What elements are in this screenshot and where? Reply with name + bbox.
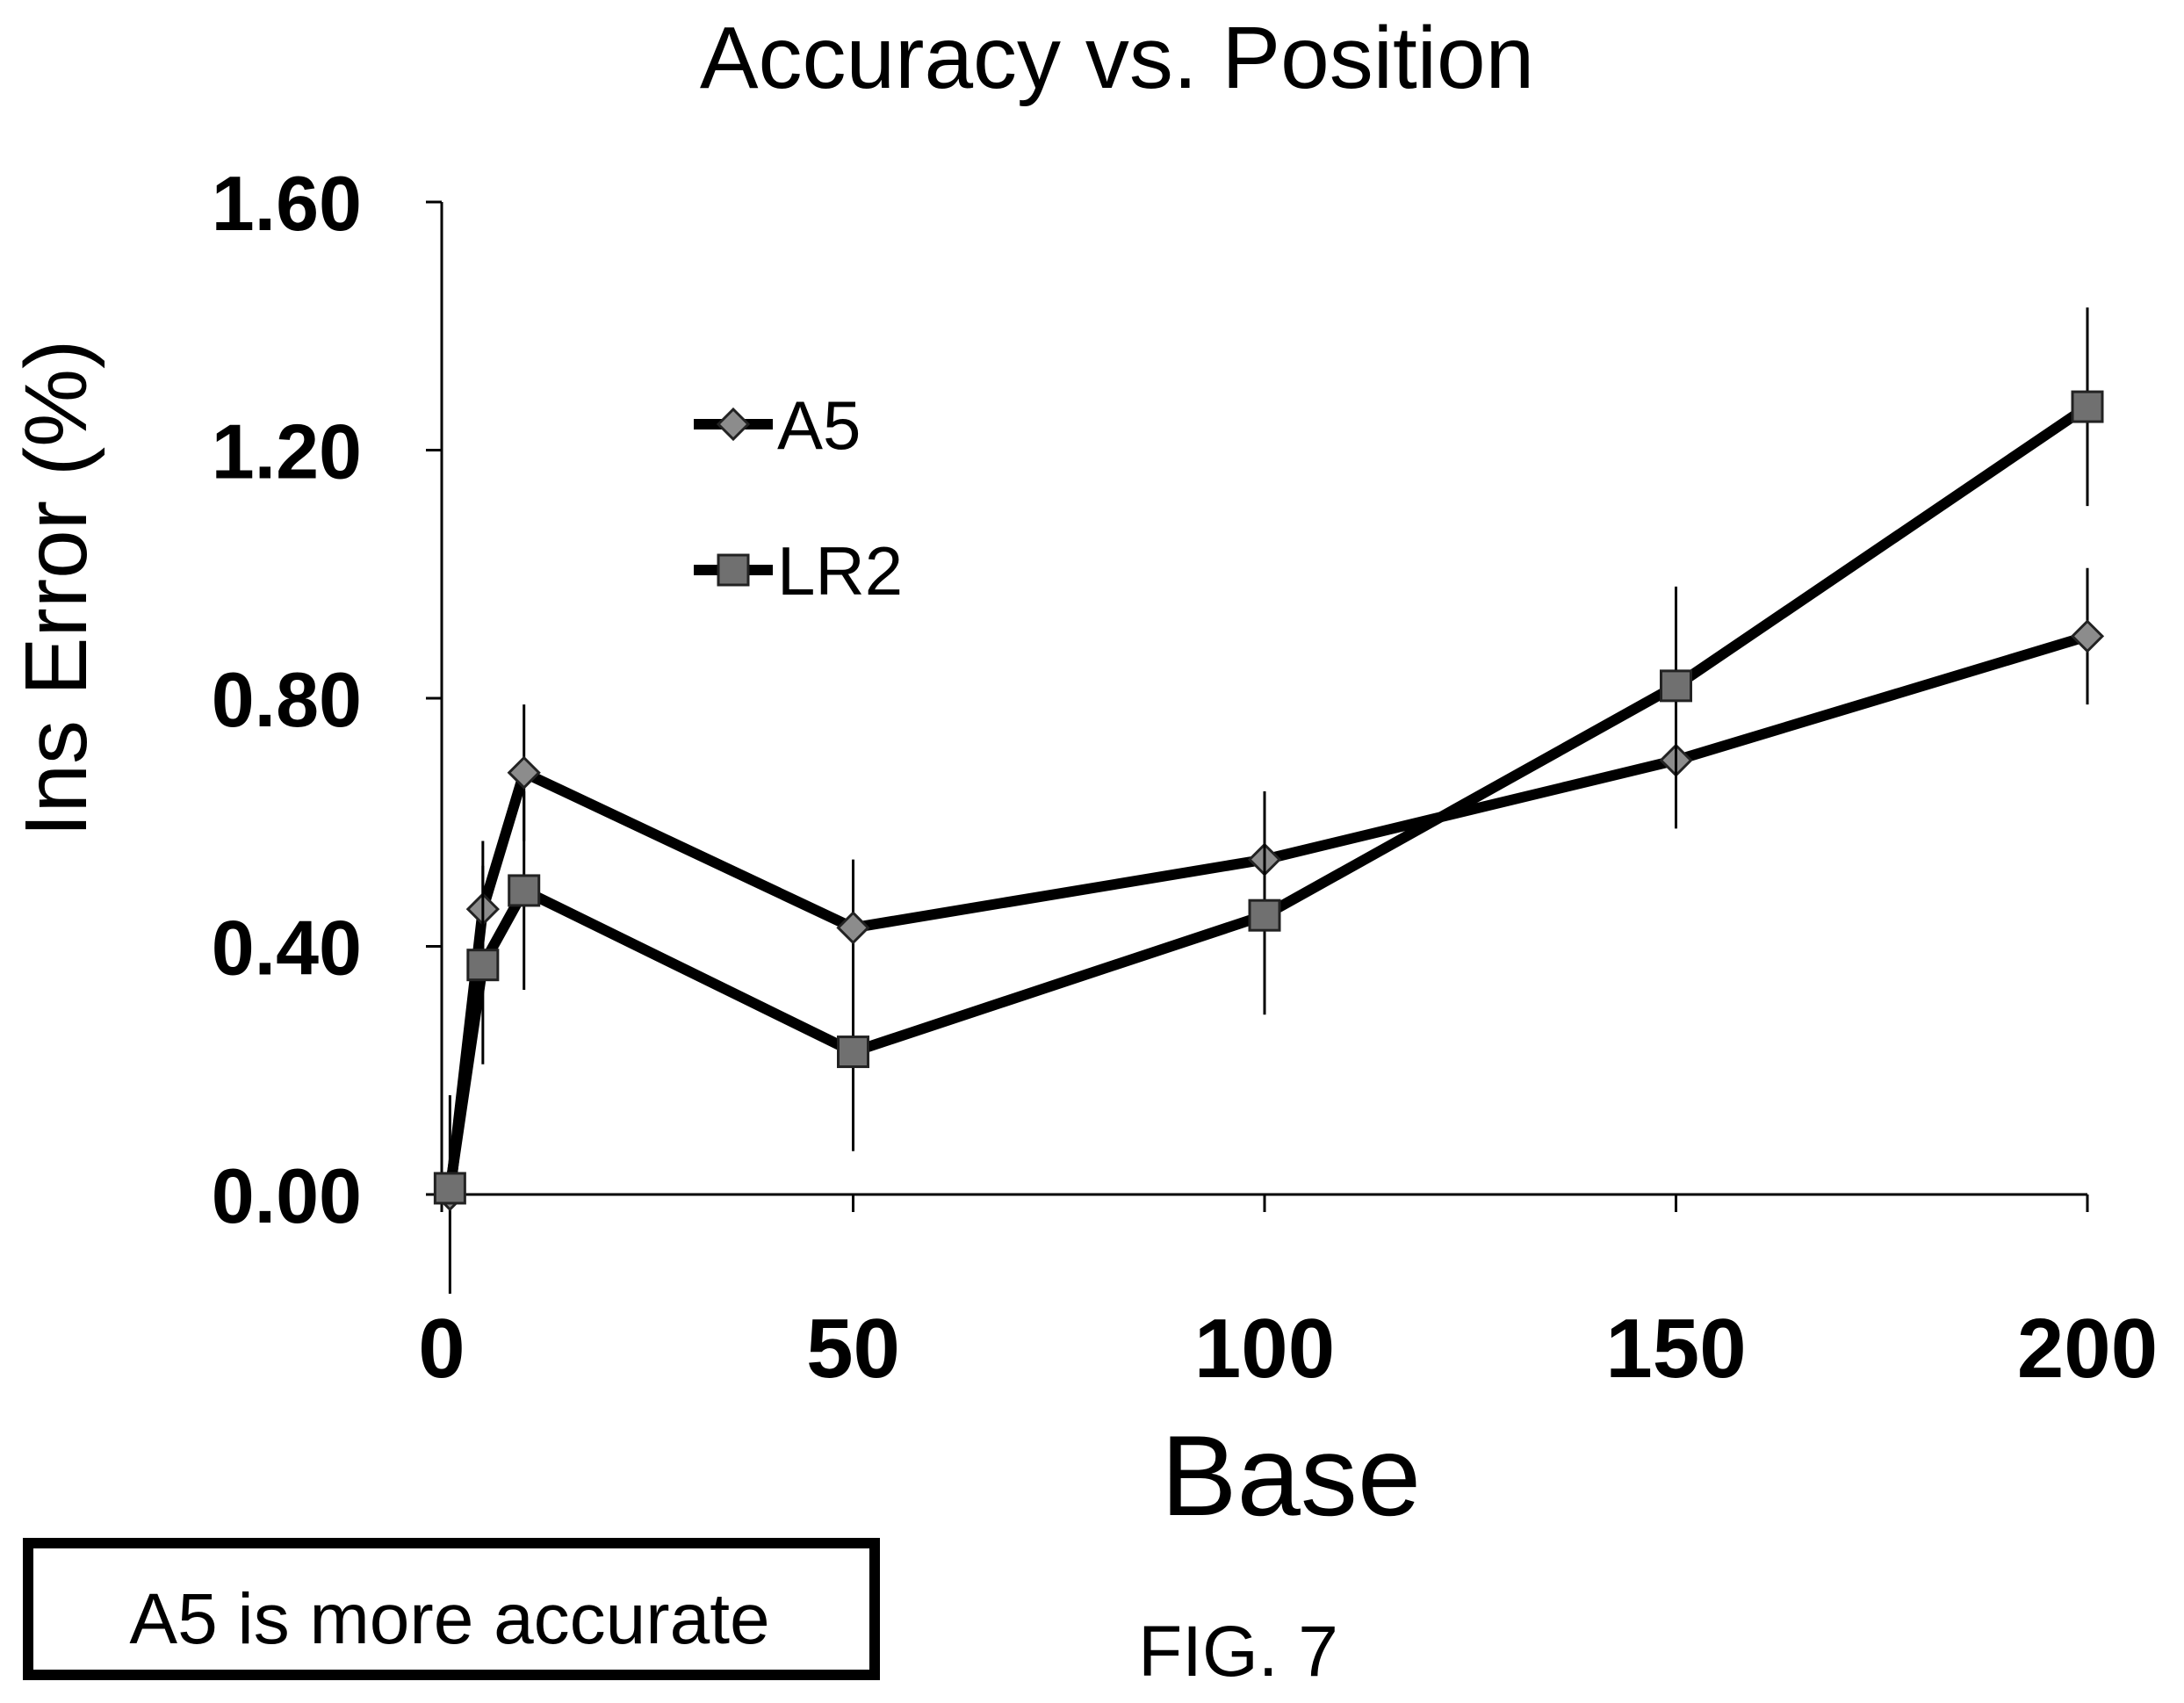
- legend-item-a5: A5: [694, 386, 861, 464]
- plot-area: [433, 307, 2105, 1294]
- chart-title: Accuracy vs. Position: [700, 9, 1534, 107]
- legend-label: LR2: [777, 532, 903, 610]
- data-point: [1248, 898, 1281, 932]
- data-point: [836, 911, 870, 945]
- series-lr2: [433, 307, 2104, 1205]
- y-tick-label: 0.80: [212, 656, 362, 743]
- x-tick-label: 100: [1194, 1302, 1335, 1396]
- y-tick-label: 1.20: [212, 408, 362, 495]
- annotation-box: A5 is more accurate: [23, 1538, 880, 1680]
- data-point: [466, 949, 500, 982]
- series-line: [444, 402, 2091, 1189]
- annotation-text: A5 is more accurate: [129, 1579, 769, 1659]
- x-axis-label: Base: [1161, 1411, 1421, 1540]
- legend-item-lr2: LR2: [694, 532, 903, 610]
- annotation-border: [23, 1538, 880, 1680]
- y-axis-label: Ins Error (%): [7, 340, 105, 838]
- x-tick-labels: 0 50 100 150 200: [418, 1302, 2158, 1396]
- y-tick-labels: 0.00 0.40 0.80 1.20 1.60: [212, 160, 362, 1239]
- legend-label: A5: [777, 386, 861, 464]
- data-point: [433, 1172, 466, 1205]
- data-point: [508, 874, 541, 907]
- data-point: [1660, 669, 1692, 703]
- legend-marker: [717, 553, 750, 587]
- x-tick-label: 50: [806, 1302, 900, 1396]
- legend: A5 LR2: [694, 386, 903, 610]
- y-tick-label: 1.60: [212, 160, 362, 247]
- legend-marker: [716, 407, 751, 442]
- data-point: [507, 755, 541, 790]
- figure-label: FIG. 7: [1138, 1612, 1338, 1692]
- data-point: [837, 1036, 869, 1069]
- x-tick-label: 0: [418, 1302, 465, 1396]
- x-tick-label: 150: [1605, 1302, 1746, 1396]
- data-point: [2071, 390, 2104, 423]
- x-tick-label: 200: [2017, 1302, 2158, 1396]
- y-tick-label: 0.00: [212, 1152, 362, 1239]
- y-tick-label: 0.40: [212, 905, 362, 992]
- axes: [426, 200, 2089, 1212]
- data-point: [2070, 619, 2105, 653]
